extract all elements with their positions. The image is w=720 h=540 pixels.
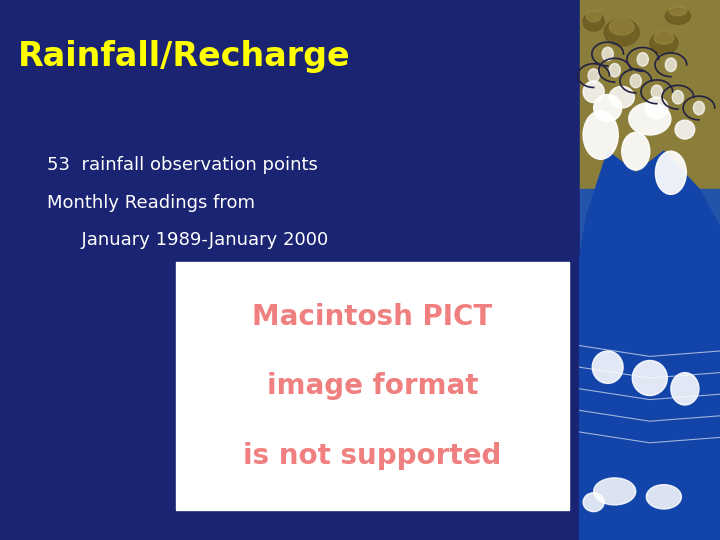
Ellipse shape <box>586 11 601 22</box>
Text: is not supported: is not supported <box>243 442 502 470</box>
Ellipse shape <box>583 12 604 31</box>
Text: Rainfall/Recharge: Rainfall/Recharge <box>18 40 351 73</box>
Ellipse shape <box>655 151 686 194</box>
Polygon shape <box>580 367 720 540</box>
Ellipse shape <box>665 58 677 71</box>
Ellipse shape <box>609 19 634 35</box>
Ellipse shape <box>594 478 636 505</box>
Text: Monthly Readings from: Monthly Readings from <box>47 193 255 212</box>
Ellipse shape <box>646 97 668 119</box>
Ellipse shape <box>665 8 690 24</box>
Ellipse shape <box>583 492 604 512</box>
Ellipse shape <box>671 373 699 405</box>
Bar <box>176 262 569 510</box>
Ellipse shape <box>651 85 662 98</box>
Text: 53  rainfall observation points: 53 rainfall observation points <box>47 156 318 174</box>
Ellipse shape <box>672 91 683 104</box>
Ellipse shape <box>637 52 649 66</box>
Ellipse shape <box>609 63 621 77</box>
Text: January 1989-January 2000: January 1989-January 2000 <box>47 231 328 249</box>
Ellipse shape <box>669 6 687 16</box>
Ellipse shape <box>650 32 678 54</box>
Polygon shape <box>580 151 720 540</box>
Ellipse shape <box>647 485 681 509</box>
Ellipse shape <box>630 74 642 87</box>
Ellipse shape <box>583 111 618 159</box>
Text: Macintosh PICT: Macintosh PICT <box>253 302 492 330</box>
Ellipse shape <box>629 103 671 135</box>
Ellipse shape <box>604 19 639 46</box>
Ellipse shape <box>594 94 622 122</box>
Ellipse shape <box>583 81 604 103</box>
Ellipse shape <box>593 351 623 383</box>
Ellipse shape <box>693 102 705 115</box>
Bar <box>580 189 720 540</box>
Ellipse shape <box>654 31 674 44</box>
Ellipse shape <box>632 361 667 395</box>
Ellipse shape <box>675 120 695 139</box>
Bar <box>580 0 720 189</box>
Ellipse shape <box>609 86 634 108</box>
Ellipse shape <box>602 47 613 60</box>
Ellipse shape <box>622 132 649 170</box>
Ellipse shape <box>588 69 599 82</box>
Text: image format: image format <box>267 372 478 400</box>
